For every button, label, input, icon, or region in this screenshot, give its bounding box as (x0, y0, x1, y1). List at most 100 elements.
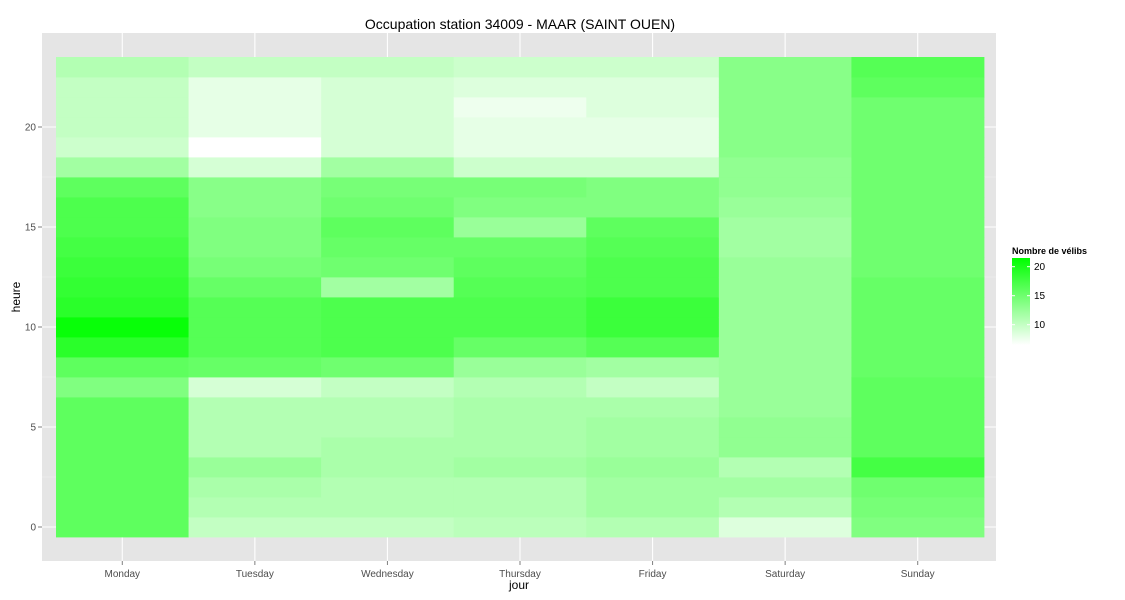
heatmap-tile (586, 257, 720, 278)
heatmap-tile (188, 57, 322, 78)
heatmap-tile (56, 97, 189, 118)
heatmap-tile (188, 77, 322, 98)
heatmap-tile (586, 157, 720, 178)
heatmap-tile (453, 257, 587, 278)
heatmap-tile (718, 437, 852, 458)
heatmap-tile (586, 417, 720, 438)
x-tick-label: Sunday (901, 569, 935, 580)
heatmap-tile (188, 117, 322, 138)
heatmap-tile (586, 237, 720, 258)
heatmap-tile (453, 157, 587, 178)
heatmap-tile (321, 157, 455, 178)
heatmap-tile (851, 477, 985, 498)
heatmap-tile (851, 357, 985, 378)
heatmap-tile (188, 297, 322, 318)
heatmap-tile (321, 417, 455, 438)
heatmap-tile (718, 337, 852, 358)
heatmap-tile (56, 297, 189, 318)
heatmap-tile (851, 337, 985, 358)
legend-tick-label: 20 (1034, 262, 1046, 273)
heatmap-tile (188, 177, 322, 198)
heatmap-tile (188, 137, 322, 158)
y-tick-label: 0 (30, 523, 36, 534)
heatmap-tile (188, 457, 322, 478)
heatmap-tile (851, 197, 985, 218)
heatmap-tile (56, 177, 189, 198)
heatmap-tile (851, 157, 985, 178)
heatmap-tile (453, 497, 587, 518)
heatmap-tile (851, 377, 985, 398)
heatmap-tile (453, 397, 587, 418)
heatmap-tile (453, 297, 587, 318)
heatmap-tile (188, 377, 322, 398)
heatmap-tile (56, 497, 189, 518)
heatmap-tile (321, 397, 455, 418)
heatmap-tile (321, 457, 455, 478)
heatmap-tile (188, 497, 322, 518)
heatmap-tile (56, 437, 189, 458)
heatmap-tile (851, 397, 985, 418)
heatmap-tile (188, 317, 322, 338)
heatmap-tile (56, 57, 189, 78)
heatmap-tile (321, 277, 455, 298)
heatmap-tile (321, 137, 455, 158)
heatmap-tile (453, 477, 587, 498)
heatmap-tile (188, 397, 322, 418)
heatmap-tile (718, 497, 852, 518)
heatmap-tile (718, 217, 852, 238)
heatmap-tile (188, 477, 322, 498)
heatmap-tile (321, 357, 455, 378)
heatmap-tile (56, 477, 189, 498)
heatmap-tile (586, 57, 720, 78)
heatmap-tile (453, 377, 587, 398)
heatmap-tile (586, 277, 720, 298)
heatmap-tile (586, 77, 720, 98)
legend: Nombre de vélibs 10 15 20 (1012, 246, 1087, 345)
heatmap-tile (56, 517, 189, 538)
heatmap-tile (851, 57, 985, 78)
y-tick-label: 20 (25, 123, 37, 134)
y-tick-label: 10 (25, 323, 37, 334)
chart-title: Occupation station 34009 - MAAR (SAINT O… (365, 16, 675, 32)
heatmap-tile (586, 297, 720, 318)
heatmap-tile (453, 457, 587, 478)
heatmap-tile (188, 277, 322, 298)
heatmap-tile (718, 117, 852, 138)
heatmap-tile (851, 177, 985, 198)
x-axis: Monday Tuesday Wednesday Thursday Friday Satu… (104, 561, 935, 580)
heatmap-tile (453, 197, 587, 218)
heatmap-tile (586, 117, 720, 138)
heatmap-tile (56, 417, 189, 438)
heatmap-tile (586, 457, 720, 478)
heatmap-tile (188, 237, 322, 258)
heatmap-tile (188, 417, 322, 438)
heatmap-tile (56, 117, 189, 138)
heatmap-tile (718, 157, 852, 178)
heatmap-tile (188, 157, 322, 178)
heatmap-tile (453, 117, 587, 138)
heatmap-tile (321, 237, 455, 258)
heatmap-tile (718, 57, 852, 78)
heatmap-tile (321, 117, 455, 138)
heatmap-tile (586, 477, 720, 498)
heatmap-tile (851, 137, 985, 158)
legend-title: Nombre de vélibs (1012, 246, 1087, 256)
heatmap-tile (453, 357, 587, 378)
heatmap-tile (56, 397, 189, 418)
heatmap-tile (453, 437, 587, 458)
heatmap-tile (586, 517, 720, 538)
heatmap-tile (188, 97, 322, 118)
heatmap-tile (56, 137, 189, 158)
heatmap-tile (453, 217, 587, 238)
y-tick-label: 5 (30, 423, 36, 434)
heatmap-tile (56, 457, 189, 478)
legend-color-bar (1012, 258, 1030, 345)
heatmap-tile (56, 237, 189, 258)
heatmap-tile (851, 437, 985, 458)
y-axis: 0 5 10 15 20 (25, 123, 42, 534)
heatmap-tile (851, 297, 985, 318)
heatmap-tile (188, 517, 322, 538)
heatmap-tile (453, 317, 587, 338)
heatmap-tile (56, 217, 189, 238)
heatmap-tile (718, 97, 852, 118)
